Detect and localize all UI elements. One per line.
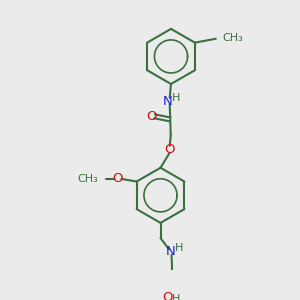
Text: O: O [162,291,172,300]
Text: N: N [163,94,172,108]
Text: O: O [112,172,123,185]
Text: H: H [172,93,180,103]
Text: O: O [164,143,175,156]
Text: H: H [175,243,183,253]
Text: CH₃: CH₃ [222,33,243,43]
Text: O: O [146,110,157,123]
Text: H: H [172,294,180,300]
Text: CH₃: CH₃ [77,174,98,184]
Text: N: N [165,245,175,258]
